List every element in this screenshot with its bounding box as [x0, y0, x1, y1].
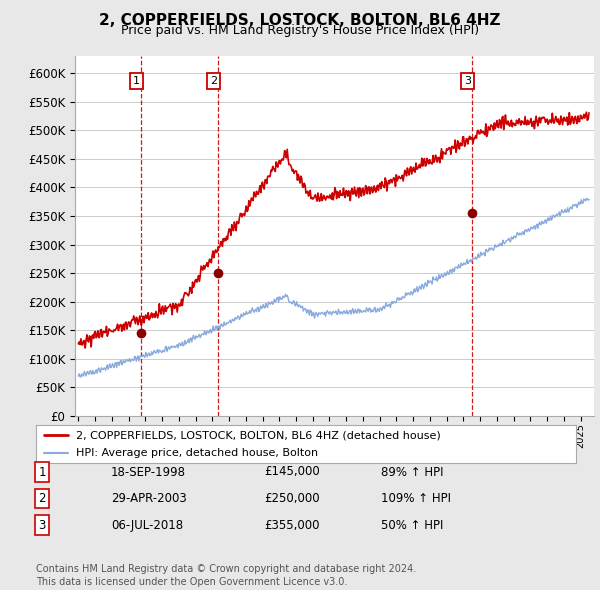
Text: 06-JUL-2018: 06-JUL-2018 — [111, 519, 183, 532]
Text: 1: 1 — [133, 76, 140, 86]
Text: 3: 3 — [38, 519, 46, 532]
Text: 2, COPPERFIELDS, LOSTOCK, BOLTON, BL6 4HZ: 2, COPPERFIELDS, LOSTOCK, BOLTON, BL6 4H… — [99, 13, 501, 28]
Text: £250,000: £250,000 — [264, 492, 320, 505]
Text: 50% ↑ HPI: 50% ↑ HPI — [381, 519, 443, 532]
Text: 2: 2 — [38, 492, 46, 505]
Text: 1: 1 — [38, 466, 46, 478]
Text: 89% ↑ HPI: 89% ↑ HPI — [381, 466, 443, 478]
Text: £145,000: £145,000 — [264, 466, 320, 478]
Text: 18-SEP-1998: 18-SEP-1998 — [111, 466, 186, 478]
Text: 3: 3 — [464, 76, 471, 86]
Text: Price paid vs. HM Land Registry's House Price Index (HPI): Price paid vs. HM Land Registry's House … — [121, 24, 479, 37]
Text: HPI: Average price, detached house, Bolton: HPI: Average price, detached house, Bolt… — [77, 448, 319, 458]
Text: £355,000: £355,000 — [264, 519, 320, 532]
Text: 2: 2 — [210, 76, 217, 86]
Text: 109% ↑ HPI: 109% ↑ HPI — [381, 492, 451, 505]
Text: 29-APR-2003: 29-APR-2003 — [111, 492, 187, 505]
Text: Contains HM Land Registry data © Crown copyright and database right 2024.
This d: Contains HM Land Registry data © Crown c… — [36, 564, 416, 587]
Text: 2, COPPERFIELDS, LOSTOCK, BOLTON, BL6 4HZ (detached house): 2, COPPERFIELDS, LOSTOCK, BOLTON, BL6 4H… — [77, 430, 441, 440]
